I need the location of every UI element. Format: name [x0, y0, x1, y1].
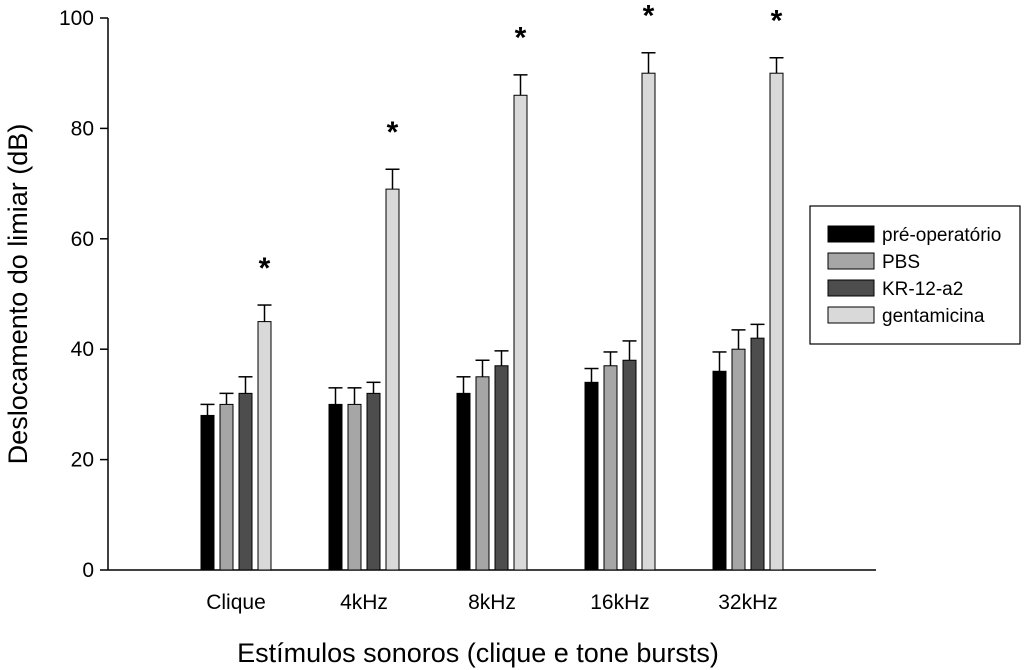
axes	[107, 18, 876, 571]
bars	[200, 72, 784, 571]
significance-star: *	[515, 22, 527, 55]
legend-label: pré-operatório	[882, 225, 1001, 246]
bar	[641, 72, 656, 571]
significance-star: *	[259, 252, 271, 285]
bar	[219, 403, 234, 571]
bar	[750, 337, 765, 571]
significance-star: *	[643, 0, 655, 33]
legend-items: pré-operatório PBS KR-12-a2 gentamicina	[827, 225, 1001, 327]
legend: pré-operatório PBS KR-12-a2 gentamicina	[809, 205, 1021, 345]
bar	[200, 414, 215, 571]
legend-swatch	[827, 252, 875, 270]
bar	[494, 365, 509, 571]
bar	[328, 403, 343, 571]
x-tick-label: Clique	[206, 591, 266, 614]
x-tick-label: 32kHz	[718, 591, 778, 614]
y-tick-label: 40	[71, 338, 94, 361]
bar	[712, 370, 727, 571]
x-axis-title: Estímulos sonoros (clique e tone bursts)	[237, 638, 719, 668]
bar	[366, 392, 381, 571]
legend-swatch	[827, 225, 875, 243]
bar	[385, 188, 400, 571]
x-tick-label: 16kHz	[590, 591, 650, 614]
legend-label: gentamicina	[882, 306, 985, 327]
significance-stars: * * * * *	[259, 0, 783, 285]
x-tick-label: 4kHz	[340, 591, 388, 614]
bar	[769, 72, 784, 571]
bar	[238, 392, 253, 571]
bar	[603, 365, 618, 571]
y-ticks: 0 20 40 60 80 100	[59, 7, 108, 582]
bar	[731, 348, 746, 571]
y-tick-label: 60	[71, 228, 94, 251]
legend-swatch	[827, 279, 875, 297]
bar	[622, 359, 637, 571]
bar	[347, 403, 362, 571]
x-ticks: Clique 4kHz 8kHz 16kHz 32kHz	[206, 591, 778, 614]
legend-label: KR-12-a2	[882, 279, 963, 300]
y-axis-title: Deslocamento do limiar (dB)	[3, 124, 33, 465]
significance-star: *	[387, 116, 399, 149]
error-bars	[200, 52, 784, 416]
significance-star: *	[771, 5, 783, 38]
bar	[257, 321, 272, 571]
y-tick-label: 80	[71, 117, 94, 140]
legend-label: PBS	[882, 252, 920, 273]
bar	[584, 381, 599, 571]
x-tick-label: 8kHz	[468, 591, 516, 614]
y-tick-label: 100	[59, 7, 94, 30]
bar	[456, 392, 471, 571]
legend-swatch	[827, 306, 875, 324]
bar	[475, 376, 490, 571]
y-tick-label: 20	[71, 449, 94, 472]
bar	[513, 94, 528, 571]
y-tick-label: 0	[82, 559, 94, 582]
